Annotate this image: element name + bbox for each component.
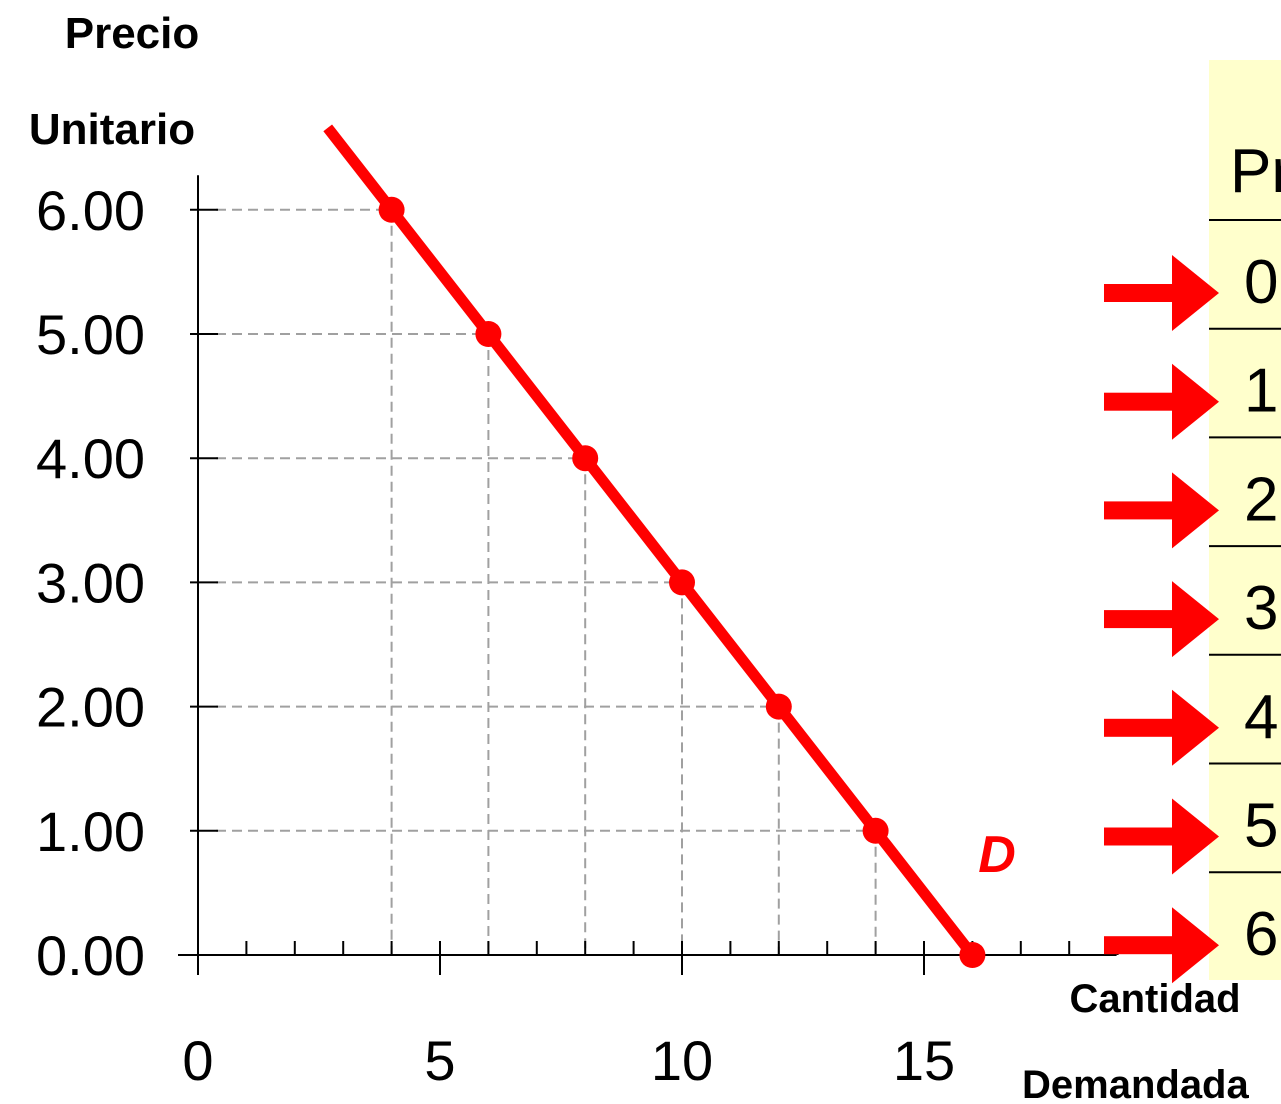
x-tick-label: 15	[893, 1029, 955, 1092]
arrow-shaft	[1104, 936, 1176, 955]
arrow-head	[1172, 907, 1219, 984]
demand-point	[378, 196, 405, 223]
arrow-shaft	[1104, 392, 1176, 411]
y-tick-label: 4.00	[36, 427, 145, 490]
row-arrow	[1104, 472, 1219, 549]
table-cell: 3	[1244, 574, 1278, 643]
y-tick-label: 2.00	[36, 676, 145, 739]
table-header: Pr	[1230, 137, 1281, 206]
y-tick-label: 5.00	[36, 303, 145, 366]
arrow-head	[1172, 798, 1219, 875]
x-axis-label-line1: Cantidad	[1069, 977, 1240, 1021]
guide-lines	[216, 208, 877, 955]
table-cell: 2	[1244, 465, 1278, 534]
row-arrow	[1104, 581, 1219, 658]
series-label-d: D	[978, 826, 1016, 884]
demand-point	[475, 321, 502, 347]
y-tick-label: 6.00	[36, 179, 145, 242]
row-arrows	[1104, 255, 1219, 984]
arrow-head	[1172, 363, 1219, 440]
y-tick-label: 1.00	[36, 800, 145, 863]
y-tick-label: 3.00	[36, 551, 145, 614]
row-arrow	[1104, 255, 1219, 331]
arrow-head	[1172, 255, 1219, 331]
y-axis-label-line2: Unitario	[29, 105, 195, 154]
row-arrow	[1104, 798, 1219, 875]
demand-line	[323, 124, 977, 959]
x-tick-labels: 0 5 10 15	[182, 1029, 955, 1092]
table-cell: 5	[1244, 792, 1278, 861]
table-cell: 1	[1244, 357, 1278, 426]
table-cell: 0	[1244, 248, 1278, 317]
arrow-shaft	[1104, 827, 1176, 846]
demand-point	[959, 942, 986, 968]
row-arrow	[1104, 907, 1219, 984]
y-axis-label-line1: Precio	[65, 9, 200, 58]
demand-point	[765, 693, 792, 720]
y-tick-label: 0.00	[36, 924, 145, 987]
x-tick-label: 5	[424, 1029, 455, 1092]
row-arrow	[1104, 689, 1219, 766]
demand-point	[862, 817, 889, 844]
arrow-shaft	[1104, 610, 1176, 629]
arrow-head	[1172, 581, 1219, 658]
arrow-head	[1172, 472, 1219, 549]
x-tick-label: 0	[182, 1029, 213, 1092]
arrow-head	[1172, 689, 1219, 766]
arrow-shaft	[1104, 284, 1176, 302]
table-background	[1209, 60, 1281, 980]
y-tick-labels: 0.00 1.00 2.00 3.00 4.00 5.00 6.00	[36, 179, 145, 987]
table-cell: 4	[1244, 683, 1278, 752]
price-table: Pr 0 1 2 3 4 5 6	[1209, 60, 1281, 980]
table-cell: 6	[1244, 900, 1278, 969]
row-arrow	[1104, 363, 1219, 440]
arrow-shaft	[1104, 718, 1176, 737]
axes	[178, 175, 1119, 975]
demand-point	[669, 569, 695, 596]
arrow-shaft	[1104, 501, 1176, 520]
demand-point	[572, 445, 599, 472]
x-tick-label: 10	[651, 1029, 713, 1092]
demand-series	[323, 124, 986, 968]
x-axis-label-line2: Demandada	[1022, 1063, 1249, 1104]
